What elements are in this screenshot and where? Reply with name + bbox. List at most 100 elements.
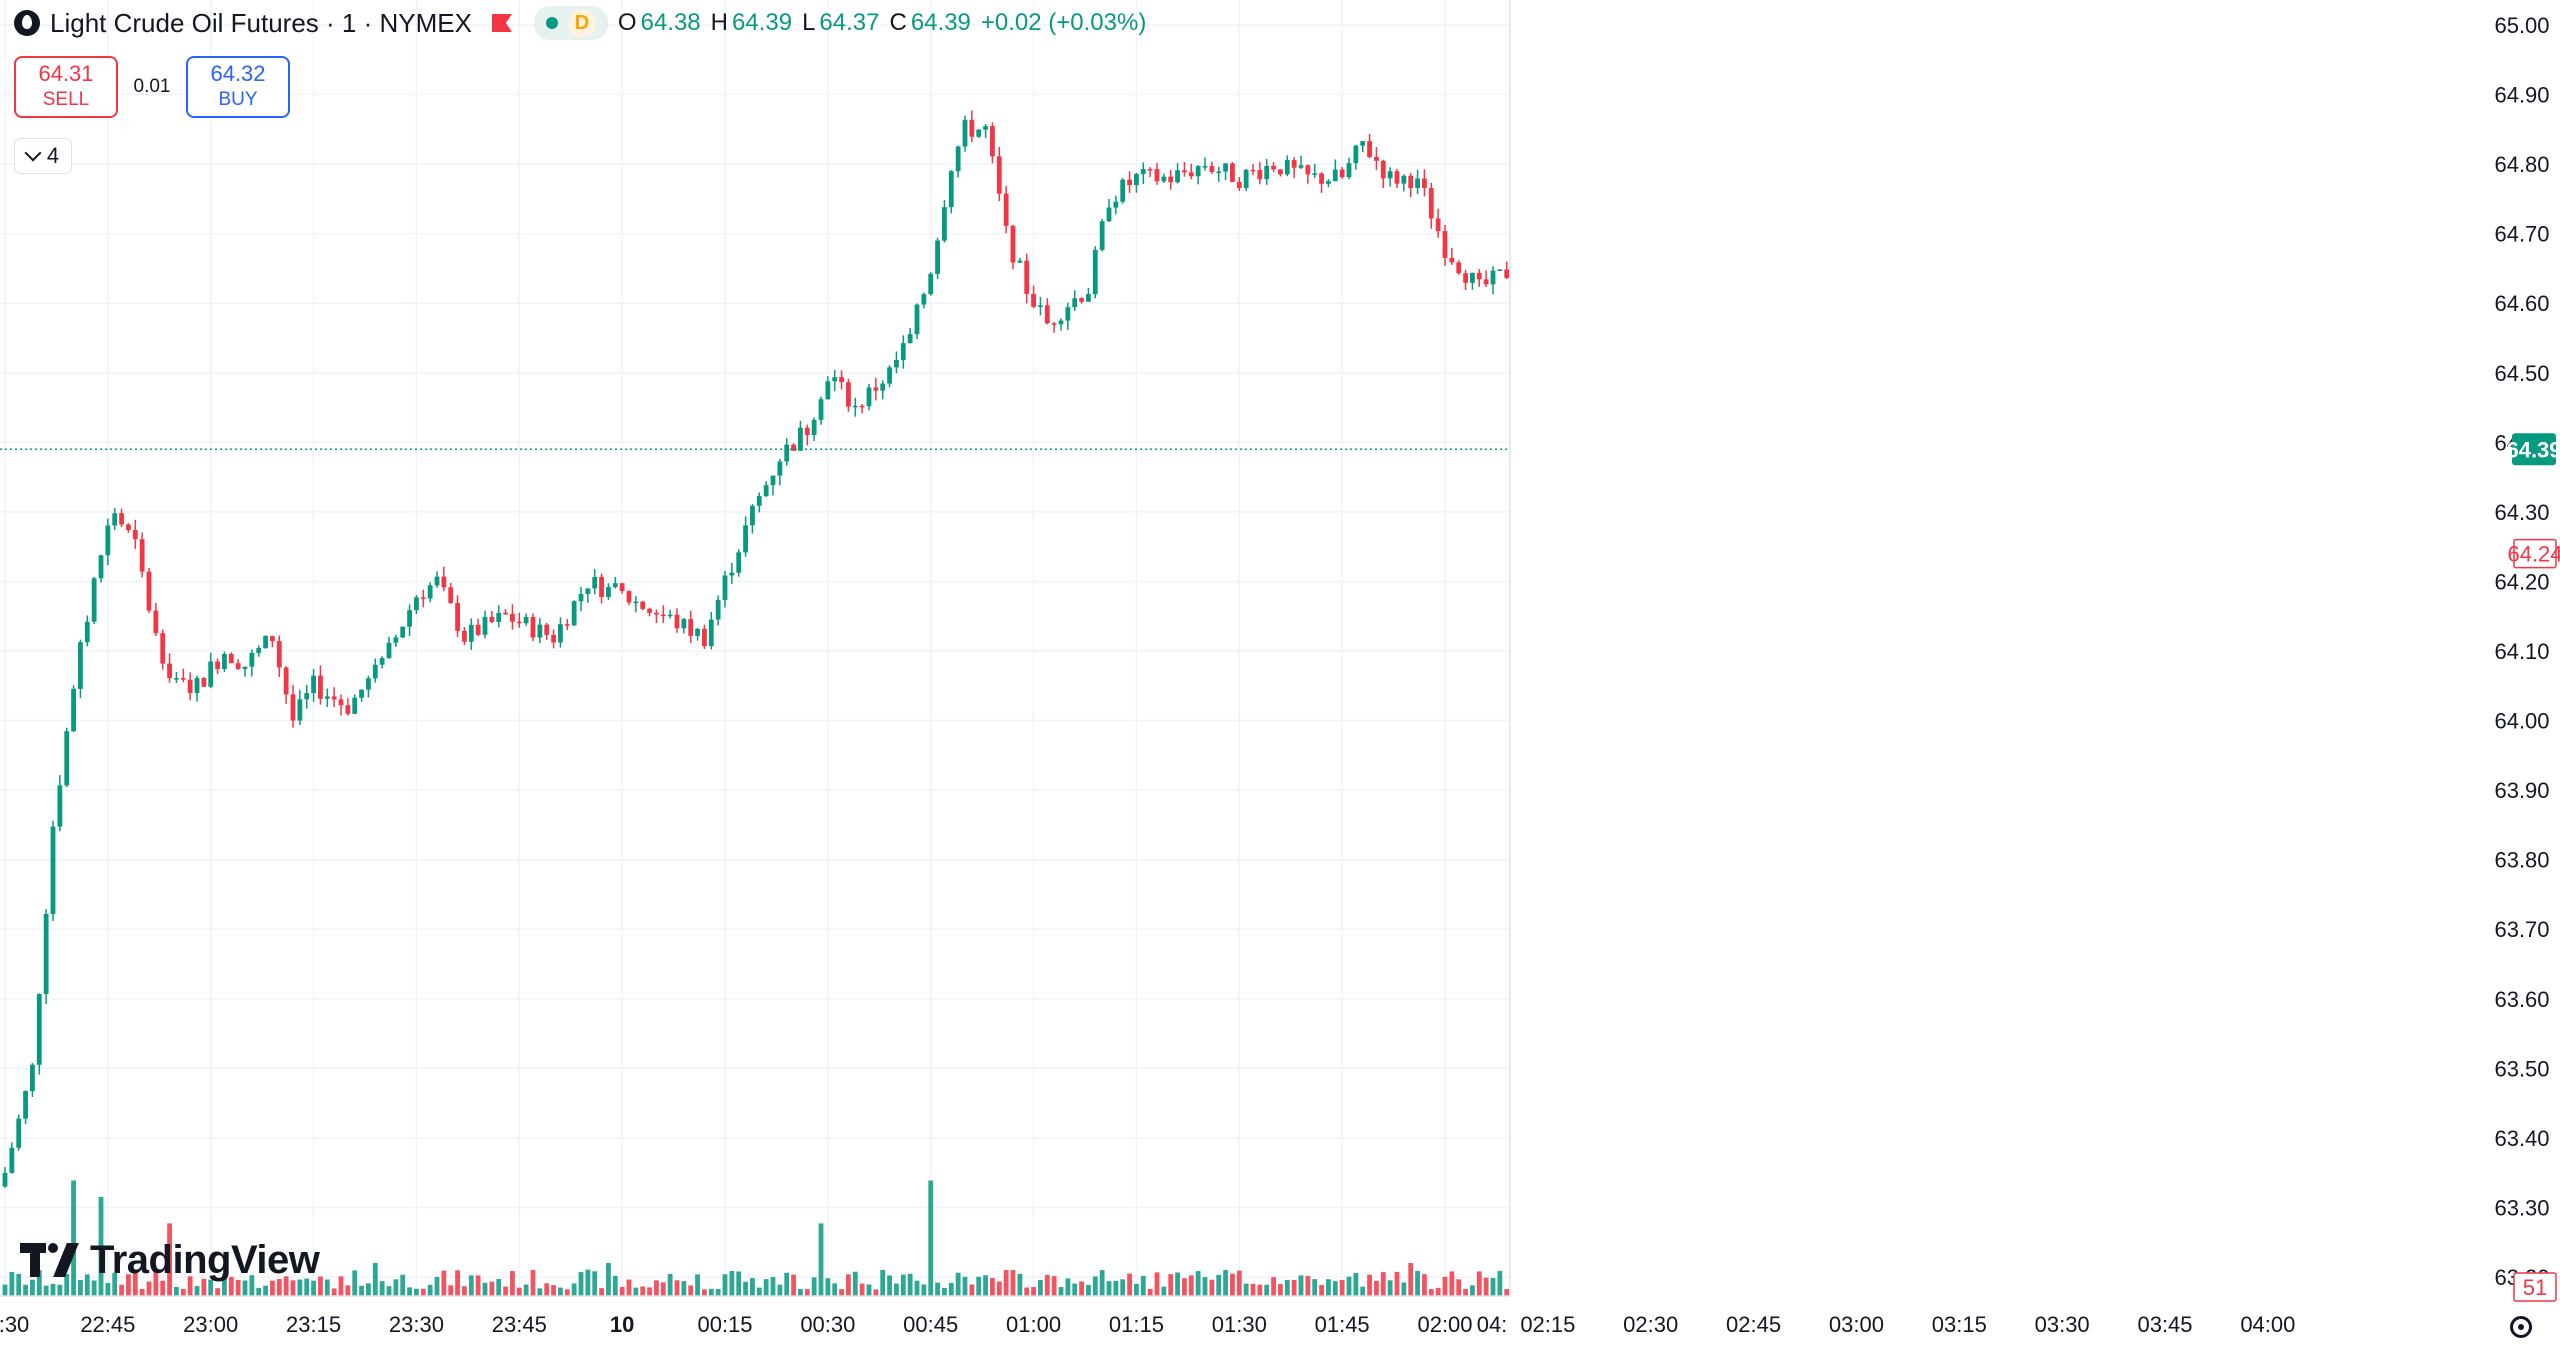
candle-body bbox=[235, 663, 241, 669]
market-status-badge[interactable]: D bbox=[533, 6, 608, 40]
candle-body bbox=[558, 624, 563, 643]
flag-icon[interactable] bbox=[491, 14, 512, 32]
volume-bar bbox=[489, 1281, 495, 1296]
volume-bar bbox=[400, 1274, 406, 1296]
candle-body bbox=[242, 666, 248, 669]
volume-bar bbox=[1202, 1277, 1208, 1296]
candle-body bbox=[1278, 169, 1283, 175]
time-tick-label: 01:30 bbox=[1212, 1312, 1267, 1337]
last-price-badge bbox=[2512, 433, 2556, 466]
volume-bar bbox=[270, 1280, 275, 1296]
volume-bar bbox=[907, 1273, 913, 1296]
volume-bar bbox=[345, 1285, 351, 1296]
volume-bar bbox=[180, 1288, 186, 1296]
volume-bar bbox=[722, 1274, 728, 1296]
buy-button[interactable]: 64.32 BUY bbox=[186, 56, 290, 118]
volume-bar bbox=[249, 1275, 255, 1296]
marker-price-badge bbox=[2513, 538, 2557, 569]
volume-bar bbox=[763, 1279, 769, 1296]
candle-body bbox=[1168, 176, 1174, 183]
tradingview-logo-icon bbox=[20, 1242, 82, 1279]
candle-body bbox=[599, 576, 604, 598]
candle-body bbox=[1086, 294, 1091, 302]
volume-bar bbox=[990, 1278, 995, 1296]
candle-body bbox=[468, 624, 474, 642]
candle-body bbox=[1202, 166, 1208, 168]
volume-bar bbox=[496, 1278, 502, 1296]
candle-body bbox=[23, 1091, 28, 1119]
ohlc-key: H bbox=[710, 9, 728, 36]
volume-bar bbox=[1408, 1263, 1414, 1296]
volume-bar bbox=[736, 1271, 742, 1296]
volume-bar bbox=[1312, 1279, 1318, 1296]
sell-button[interactable]: 64.31 SELL bbox=[14, 56, 118, 118]
volume-bar bbox=[1188, 1275, 1194, 1296]
volume-bar bbox=[612, 1275, 618, 1296]
price-tick-label: 64.80 bbox=[2494, 152, 2549, 177]
candle-body bbox=[1154, 169, 1160, 182]
candle-body bbox=[1504, 269, 1510, 278]
volume-bar bbox=[132, 1272, 138, 1296]
candle-body bbox=[222, 654, 227, 670]
ohlc-key: O bbox=[617, 9, 637, 36]
price-tick-label: 64.10 bbox=[2494, 639, 2549, 664]
indicators-toggle-button[interactable]: 4 bbox=[14, 138, 72, 174]
candle-body bbox=[530, 617, 536, 638]
candle-body bbox=[948, 171, 954, 208]
tradingview-watermark[interactable]: TradingView bbox=[20, 1238, 320, 1283]
price-axis[interactable]: 65.0064.9064.8064.7064.6064.5064.4064.30… bbox=[1509, 0, 2560, 1351]
candle-body bbox=[256, 648, 262, 653]
candle-body bbox=[1326, 181, 1331, 184]
volume-bar bbox=[955, 1272, 961, 1296]
volume-bar bbox=[1367, 1274, 1372, 1296]
volume-bar bbox=[633, 1287, 639, 1296]
symbol-title[interactable]: Light Crude Oil Futures · 1 · NYMEX bbox=[50, 7, 472, 38]
candle-body bbox=[1463, 273, 1468, 283]
candle-body bbox=[105, 525, 111, 556]
volume-bar bbox=[1017, 1273, 1023, 1296]
candle-body bbox=[1319, 173, 1324, 184]
time-tick-label: 03:45 bbox=[2137, 1312, 2192, 1337]
volume-bar bbox=[1113, 1280, 1119, 1296]
volume-bar bbox=[263, 1285, 268, 1296]
price-tick-label: 63.70 bbox=[2494, 917, 2549, 942]
time-tick-label: :30 bbox=[0, 1312, 29, 1337]
settings-icon[interactable] bbox=[2510, 1316, 2532, 1338]
volume-bar bbox=[366, 1283, 371, 1296]
symbol-icon[interactable] bbox=[14, 10, 40, 36]
candle-body bbox=[887, 367, 892, 384]
volume-bar bbox=[194, 1286, 200, 1296]
volume-bar bbox=[297, 1279, 303, 1296]
candle-body bbox=[1353, 145, 1359, 164]
volume-bar bbox=[256, 1287, 262, 1296]
volume-bar bbox=[558, 1287, 563, 1296]
time-axis[interactable]: :30 22:45 23:00 23:15 23:30 23:45 10 00:15 00:30… bbox=[0, 1295, 2295, 1351]
volume-bar bbox=[1209, 1279, 1215, 1296]
volume-bar bbox=[516, 1287, 522, 1296]
candle-body bbox=[1284, 160, 1290, 175]
buy-label: BUY bbox=[218, 89, 258, 110]
price-tick-label: 63.30 bbox=[2494, 1195, 2549, 1220]
volume-bar bbox=[825, 1278, 831, 1296]
price-tick-label: 63.50 bbox=[2494, 1056, 2549, 1081]
time-tick-label: 03:00 bbox=[1829, 1312, 1884, 1337]
candle-body bbox=[160, 633, 166, 664]
price-tick-label: 64.00 bbox=[2494, 709, 2549, 734]
volume-bar bbox=[1223, 1270, 1228, 1296]
volume-bar bbox=[626, 1279, 632, 1296]
volume-bar bbox=[969, 1284, 975, 1296]
volume-bar bbox=[846, 1274, 851, 1296]
volume-bar bbox=[105, 1282, 111, 1296]
candle-body bbox=[1483, 279, 1489, 285]
volume-bar bbox=[1072, 1283, 1078, 1296]
candle-body bbox=[496, 612, 502, 623]
volume-bar bbox=[420, 1288, 426, 1296]
volume-bar bbox=[427, 1284, 433, 1296]
candle-body bbox=[187, 679, 193, 693]
volume-bar bbox=[660, 1282, 666, 1296]
candle-body bbox=[386, 642, 392, 659]
candle-body bbox=[297, 699, 303, 721]
candle-body bbox=[208, 661, 214, 687]
